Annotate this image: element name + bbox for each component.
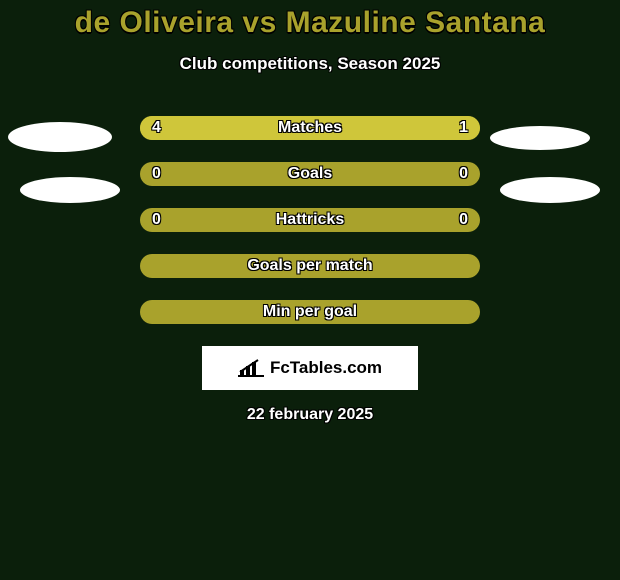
left-logo-placeholder [20, 177, 120, 203]
stat-row: Min per goal [140, 300, 480, 324]
stat-label: Matches [140, 116, 480, 140]
stat-row: 00Hattricks [140, 208, 480, 232]
watermark-text: FcTables.com [270, 358, 382, 378]
right-logo-placeholder [490, 126, 590, 150]
watermark: FcTables.com [202, 346, 418, 390]
date-label: 22 february 2025 [0, 406, 620, 424]
stat-label: Goals [140, 162, 480, 186]
right-logo-placeholder [500, 177, 600, 203]
stat-row: 00Goals [140, 162, 480, 186]
stat-row: Goals per match [140, 254, 480, 278]
comparison-card: de Oliveira vs Mazuline Santana Club com… [0, 0, 620, 580]
stat-label: Min per goal [140, 300, 480, 324]
left-logo-placeholder [8, 122, 112, 152]
subtitle: Club competitions, Season 2025 [0, 54, 620, 74]
stat-row: 41Matches [140, 116, 480, 140]
stat-label: Goals per match [140, 254, 480, 278]
page-title: de Oliveira vs Mazuline Santana [0, 0, 620, 40]
stat-label: Hattricks [140, 208, 480, 232]
bars-icon [238, 358, 264, 378]
